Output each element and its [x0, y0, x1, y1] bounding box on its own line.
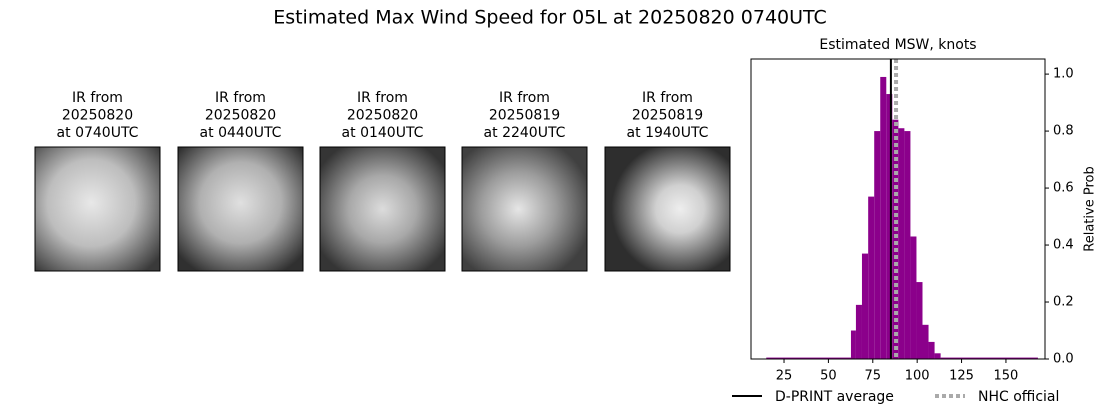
panel-title: at 0740UTC — [57, 125, 139, 141]
bar — [874, 131, 881, 359]
bar — [868, 196, 875, 359]
ir-image — [604, 146, 731, 272]
figure-title: Estimated Max Wind Speed for 05L at 2025… — [273, 7, 827, 29]
bar — [855, 304, 862, 359]
x-tick-label: 150 — [994, 369, 1019, 384]
chart-title: Estimated MSW, knots — [819, 37, 976, 53]
x-tick-label: 50 — [820, 369, 837, 384]
panel-title: 20250820 — [62, 108, 133, 124]
bar — [910, 236, 917, 359]
panel-title: IR from — [499, 90, 550, 106]
ir-image — [34, 146, 161, 272]
panel-title: at 0440UTC — [200, 125, 282, 141]
bar — [880, 76, 887, 359]
panel-title: IR from — [642, 90, 693, 106]
x-tick-label: 100 — [905, 369, 930, 384]
x-tick-label: 75 — [865, 369, 882, 384]
bar — [940, 357, 1038, 359]
bar — [861, 253, 869, 359]
panel-title: at 0140UTC — [342, 125, 424, 141]
chart: Estimated MSW, knots D-PRINT average NHC o… — [732, 37, 1098, 405]
panel-title: at 1940UTC — [627, 125, 709, 141]
y-tick-label: 0.6 — [1053, 181, 1074, 196]
panel-title: IR from — [72, 90, 123, 106]
plot-frame — [750, 58, 1046, 360]
panel-title: 20250819 — [632, 108, 703, 124]
panel-title: 20250820 — [347, 108, 418, 124]
bar — [904, 131, 911, 359]
bar — [916, 282, 923, 359]
bar — [850, 330, 856, 359]
panel-title: 20250819 — [489, 108, 560, 124]
bar — [934, 353, 941, 359]
bar — [928, 341, 935, 359]
y-tick-label: 0.2 — [1053, 295, 1074, 310]
y-axis-label: Relative Prob — [1083, 166, 1098, 251]
bar — [886, 94, 893, 360]
panel-title: IR from — [215, 90, 266, 106]
ir-image — [177, 146, 304, 272]
y-tick-label: 0.8 — [1053, 124, 1074, 139]
bar — [892, 119, 899, 359]
legend-label: D-PRINT average — [775, 389, 894, 405]
ir-image — [461, 146, 588, 272]
legend-label: NHC official — [978, 389, 1059, 405]
bar — [898, 128, 905, 359]
bar — [766, 357, 851, 359]
y-tick-label: 1.0 — [1053, 67, 1074, 82]
x-tick-label: 25 — [776, 369, 793, 384]
panel-title: at 2240UTC — [484, 125, 566, 141]
panel-title: 20250820 — [205, 108, 276, 124]
y-tick-label: 0.4 — [1053, 238, 1074, 253]
bar — [922, 324, 929, 359]
ir-image — [319, 146, 446, 272]
y-tick-label: 0.0 — [1053, 352, 1074, 367]
x-tick-label: 125 — [949, 369, 974, 384]
panel-title: IR from — [357, 90, 408, 106]
